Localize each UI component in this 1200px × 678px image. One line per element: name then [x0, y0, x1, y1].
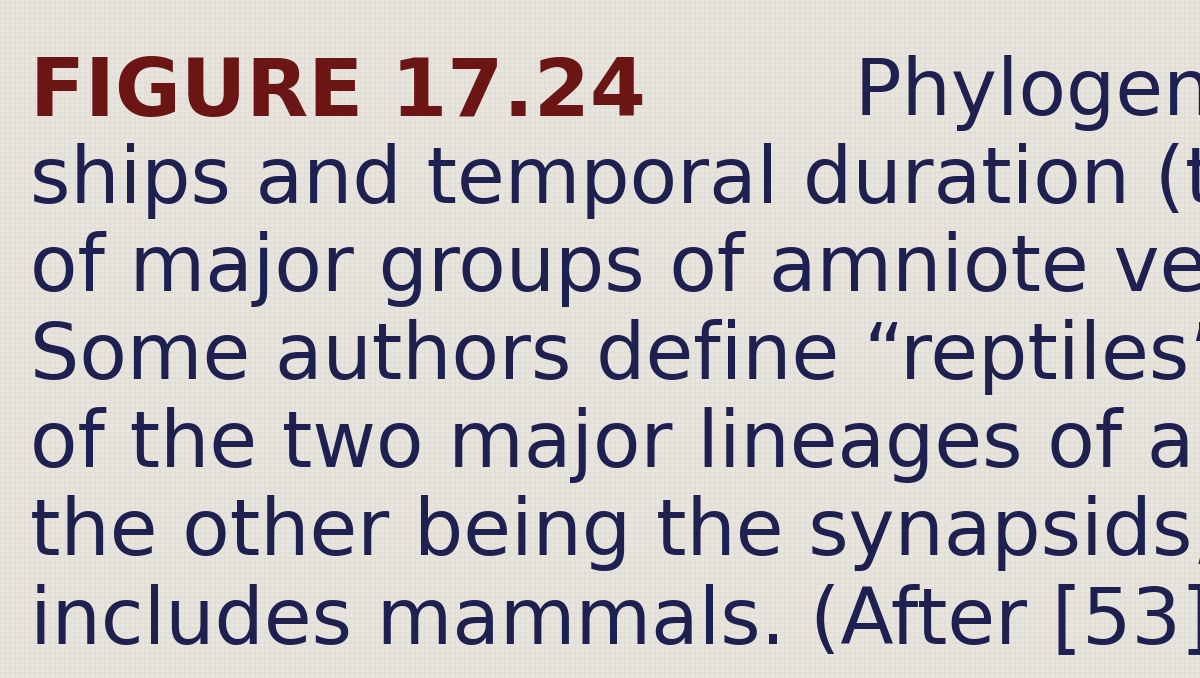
Text: Phylogenetic relation-: Phylogenetic relation- — [830, 55, 1200, 131]
Text: includes mammals. (After [53].): includes mammals. (After [53].) — [30, 583, 1200, 659]
Text: FIGURE 17.24: FIGURE 17.24 — [30, 55, 646, 133]
Text: Some authors define “reptiles” as one: Some authors define “reptiles” as one — [30, 319, 1200, 395]
Text: of major groups of amniote vertebrates.: of major groups of amniote vertebrates. — [30, 231, 1200, 307]
Text: of the two major lineages of amniotes,: of the two major lineages of amniotes, — [30, 407, 1200, 483]
Text: ships and temporal duration (thick bars): ships and temporal duration (thick bars) — [30, 143, 1200, 219]
Text: the other being the synapsids, which: the other being the synapsids, which — [30, 495, 1200, 571]
